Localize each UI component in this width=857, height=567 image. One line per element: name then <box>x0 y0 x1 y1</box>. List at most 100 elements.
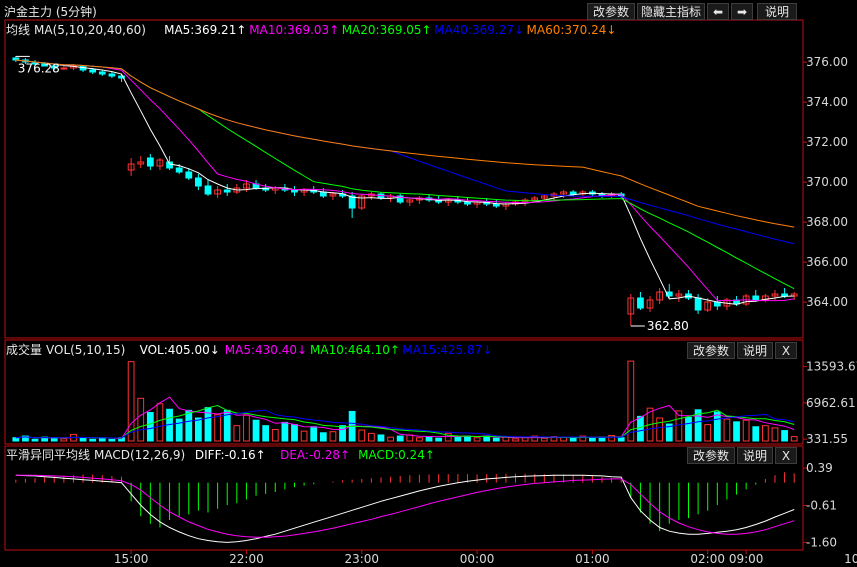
candle-body <box>166 161 173 169</box>
volume-bar <box>425 436 433 442</box>
macd-legend-params: MACD(12,26,9) <box>94 448 185 462</box>
volume-bar <box>675 410 683 442</box>
volume-bar <box>243 414 250 442</box>
candle-body <box>781 293 788 297</box>
volume-legend-ma5: MA5:430.40↓ <box>225 343 307 357</box>
modify-params-button-macd[interactable]: 改参数 <box>687 447 735 464</box>
x-tick-label: 23:00 <box>344 552 379 566</box>
volume-bar <box>742 419 750 442</box>
volume-bar <box>473 437 481 442</box>
volume-bar <box>377 434 385 442</box>
hide-main-indicator-button[interactable]: 隐藏主指标 <box>637 3 705 20</box>
volume-y-tick-label: 331.55 <box>806 432 848 446</box>
volume-bar <box>444 432 452 442</box>
volume-bar <box>781 430 788 442</box>
price-y-tick-label: 372.00 <box>806 135 848 149</box>
price-legend-ma40: MA40:369.27↓ <box>434 23 524 37</box>
close-macd-icon[interactable]: X <box>775 447 797 464</box>
price-legend-ma10: MA10:369.03↑ <box>249 23 339 37</box>
volume-bar <box>656 417 664 442</box>
candle-body <box>569 191 577 195</box>
macd-line-dea <box>15 474 795 538</box>
price-legend-ma20: MA20:369.05↑ <box>342 23 432 37</box>
candle-body <box>60 67 68 70</box>
help-button-volume[interactable]: 说明 <box>737 342 773 359</box>
x-tick-label: 10:00 <box>844 552 857 566</box>
candle-body <box>223 189 231 193</box>
volume-bar <box>79 437 87 442</box>
volume-bar <box>608 435 615 442</box>
candle-body <box>98 71 106 75</box>
volume-bar <box>685 416 692 442</box>
volume-bar <box>60 438 68 442</box>
volume-bar <box>694 409 702 442</box>
volume-bar <box>22 435 29 442</box>
volume-bar <box>319 432 327 442</box>
candle-body <box>752 295 760 301</box>
candle-body <box>243 183 250 189</box>
price-line-ma5 <box>15 59 795 305</box>
macd-panel-frame <box>4 445 804 551</box>
volume-bar <box>790 436 798 442</box>
volume-y-tick-label: 6962.61 <box>806 396 856 410</box>
volume-bar <box>723 418 731 442</box>
candle-body <box>185 171 193 179</box>
price-legend-ma5: MA5:369.21↑ <box>164 23 246 37</box>
volume-bar <box>146 412 154 442</box>
candle-body <box>464 201 471 205</box>
volume-bar <box>300 430 308 442</box>
price-line-ma10 <box>15 59 795 302</box>
volume-bar <box>512 438 519 442</box>
modify-params-button-volume[interactable]: 改参数 <box>687 342 735 359</box>
candle-body <box>646 299 654 309</box>
candle-body <box>41 63 49 67</box>
volume-bar <box>12 437 20 442</box>
candle-body <box>771 293 779 297</box>
close-volume-icon[interactable]: X <box>775 342 797 359</box>
volume-bar <box>704 424 712 442</box>
macd-y-tick-label: 0.39 <box>806 461 833 475</box>
volume-bar <box>540 437 548 442</box>
macd-legend-prefix: 平滑异同平均线 <box>6 448 90 462</box>
candle-body <box>329 193 337 197</box>
volume-bar <box>435 437 443 442</box>
candle-body <box>396 195 404 203</box>
candle-body <box>627 297 635 315</box>
window-title: 沪金主力 (5分钟) <box>4 5 97 19</box>
volume-bar <box>771 427 779 442</box>
volume-bar <box>502 436 510 442</box>
volume-bar <box>521 437 529 442</box>
volume-bar <box>185 409 193 442</box>
candle-body <box>50 65 58 69</box>
x-tick-label: 22:00 <box>229 552 264 566</box>
volume-bar <box>569 437 577 442</box>
macd-legend-diff: DIFF:-0.16↑ <box>195 448 266 462</box>
volume-bar <box>252 419 260 442</box>
arrow-left-icon[interactable]: ⬅ <box>707 3 729 20</box>
volume-bar <box>108 438 116 442</box>
volume-line-ma10 <box>15 404 795 439</box>
arrow-right-icon[interactable]: ➡ <box>731 3 753 20</box>
candle-body <box>204 185 212 195</box>
volume-panel-frame <box>4 339 804 445</box>
volume-bar <box>291 424 298 442</box>
volume-bar <box>281 421 289 442</box>
help-button-price[interactable]: 说明 <box>757 3 797 20</box>
volume-bar <box>617 437 625 442</box>
volume-bar <box>713 411 721 442</box>
volume-line-ma15 <box>15 409 795 439</box>
volume-bar <box>329 431 337 442</box>
candle-body <box>195 177 202 187</box>
volume-bar <box>387 436 394 442</box>
volume-bar <box>271 429 279 442</box>
price-y-tick-label: 364.00 <box>806 295 848 309</box>
price-y-tick-label: 376.00 <box>806 55 848 69</box>
modify-params-button-price[interactable]: 改参数 <box>587 3 635 20</box>
volume-bar <box>665 423 673 442</box>
candle-body <box>694 297 702 311</box>
price-annotation-label: 362.80 <box>647 319 689 333</box>
candle-body <box>492 203 500 207</box>
help-button-macd[interactable]: 说明 <box>737 447 773 464</box>
price-line-ma60 <box>15 59 795 228</box>
candle-body <box>348 195 356 209</box>
